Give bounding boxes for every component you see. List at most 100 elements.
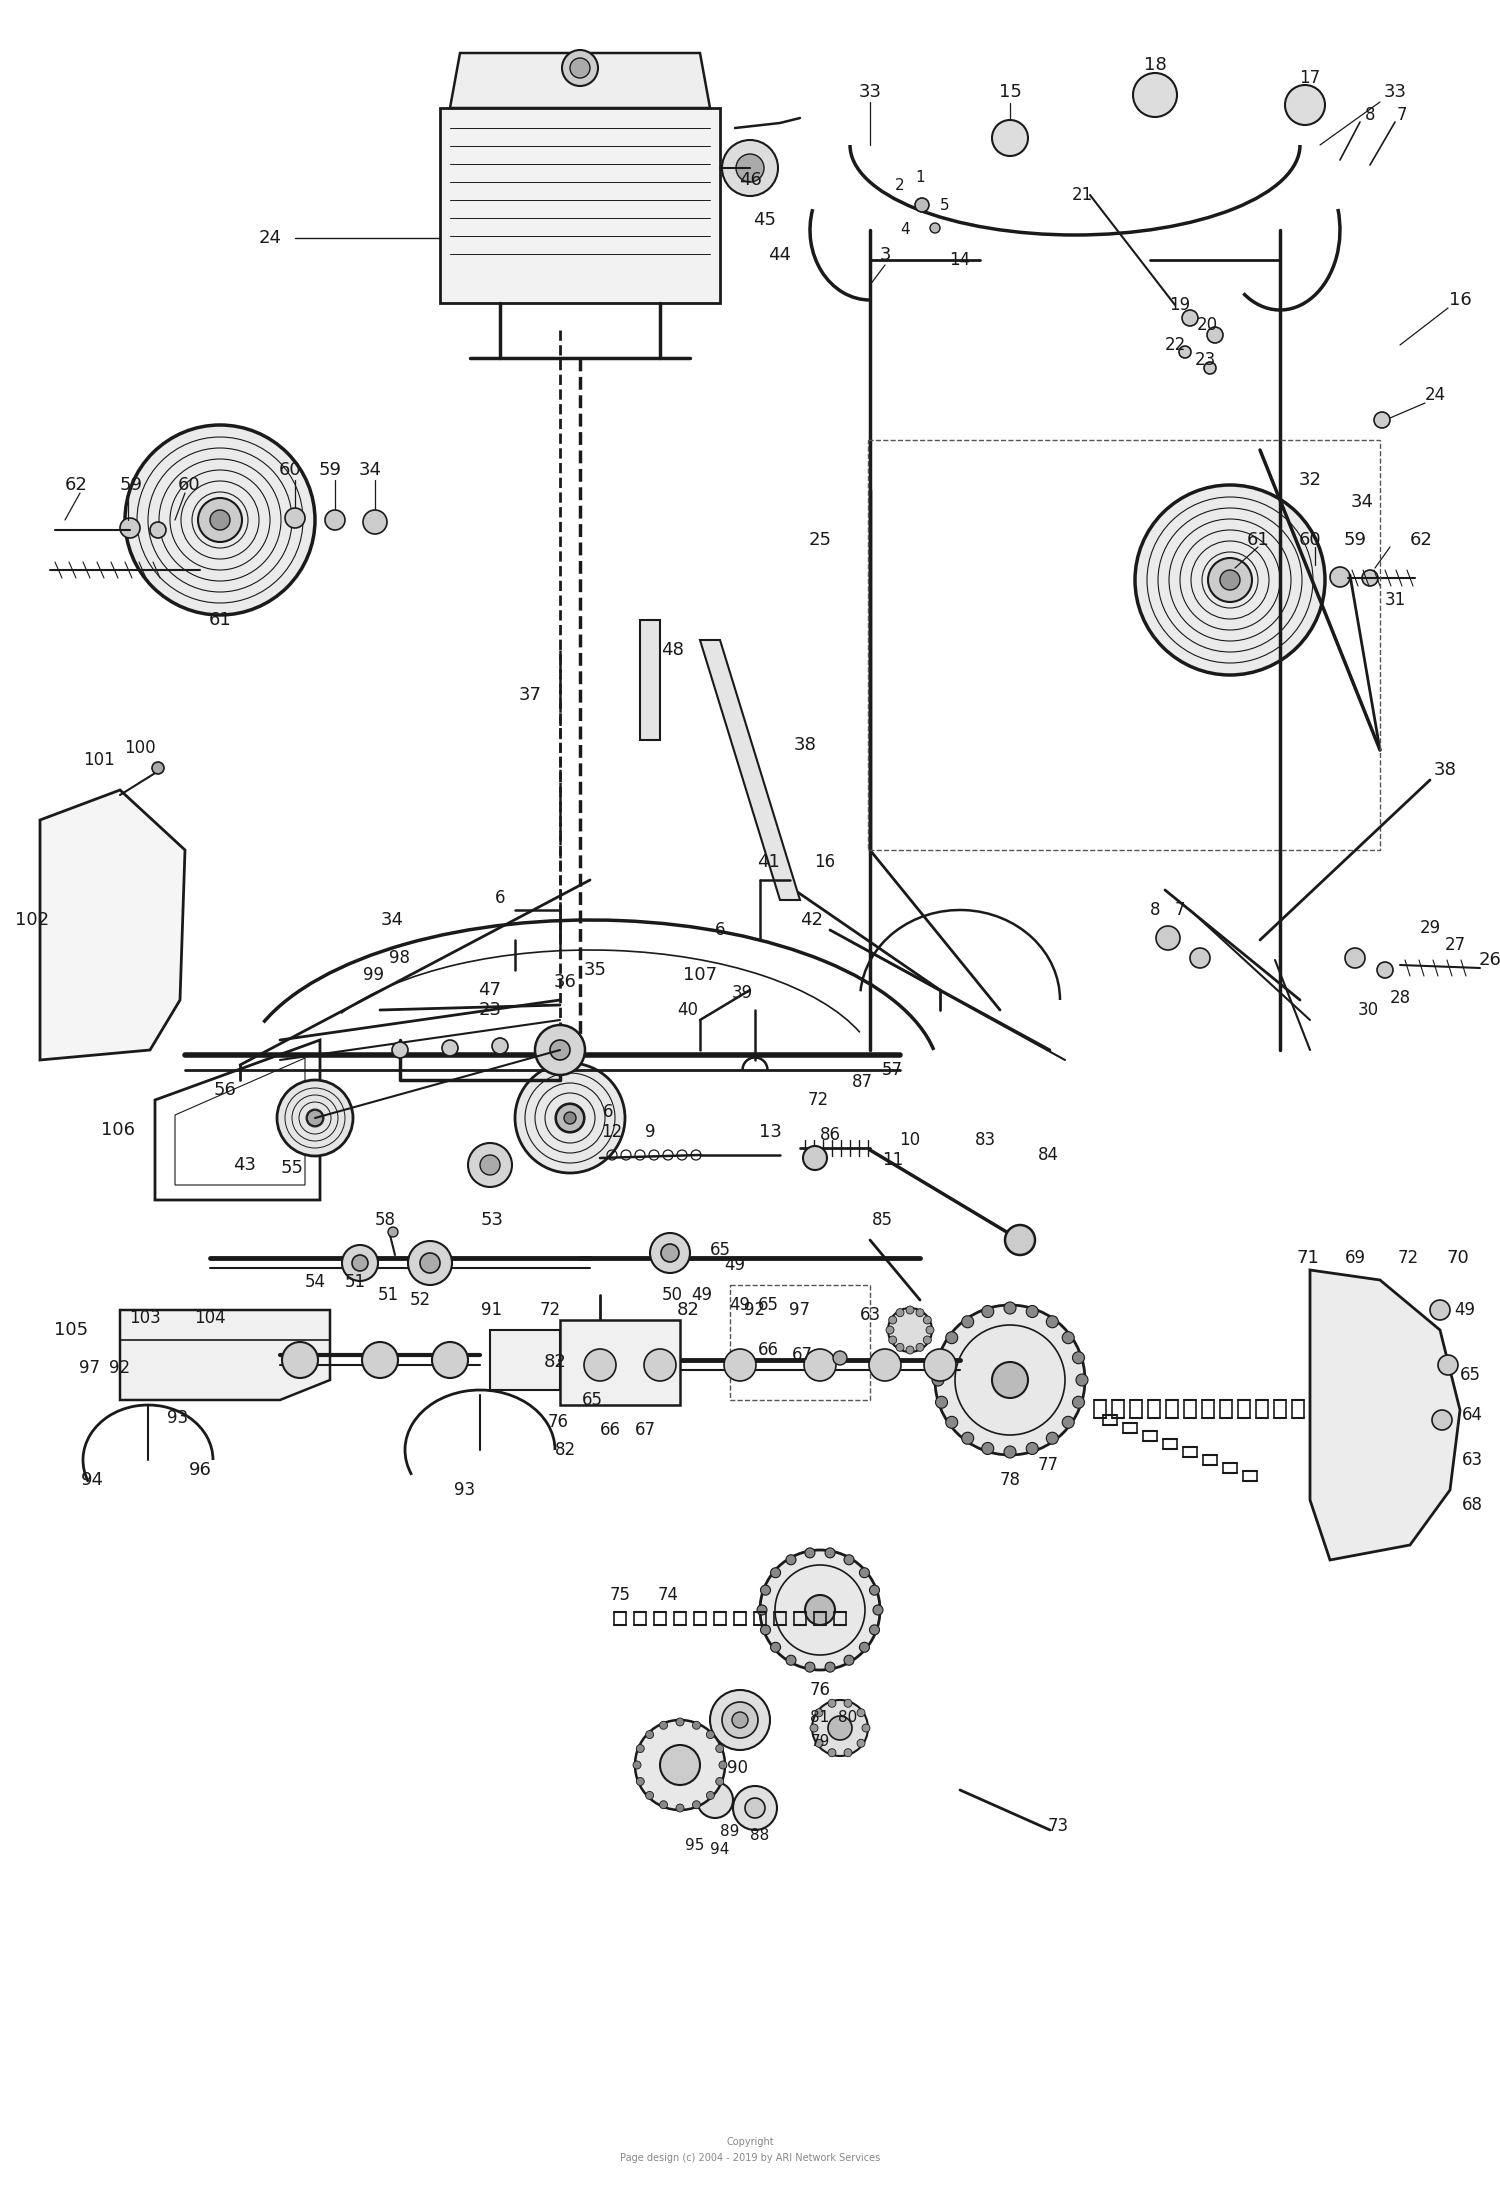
Text: 11: 11	[882, 1151, 903, 1169]
Text: 39: 39	[732, 985, 753, 1003]
Circle shape	[693, 1721, 700, 1729]
Text: 43: 43	[234, 1156, 256, 1173]
Text: 69: 69	[1344, 1250, 1365, 1267]
Text: 24: 24	[260, 230, 282, 247]
Circle shape	[844, 1554, 853, 1565]
Text: 37: 37	[519, 685, 542, 705]
Circle shape	[844, 1699, 852, 1707]
Circle shape	[786, 1655, 796, 1666]
Text: 49: 49	[692, 1285, 712, 1305]
Circle shape	[282, 1342, 318, 1379]
Circle shape	[210, 510, 230, 530]
Circle shape	[698, 1782, 734, 1819]
Circle shape	[870, 1624, 879, 1635]
Text: 49: 49	[724, 1256, 746, 1274]
Circle shape	[758, 1605, 766, 1615]
Text: 42: 42	[801, 911, 824, 928]
Text: 21: 21	[1071, 186, 1092, 204]
Circle shape	[828, 1699, 836, 1707]
Text: 94: 94	[711, 1843, 729, 1858]
Circle shape	[1377, 961, 1394, 978]
Circle shape	[645, 1791, 654, 1799]
Text: 64: 64	[1461, 1405, 1482, 1425]
Circle shape	[420, 1252, 440, 1274]
Text: 7: 7	[1174, 902, 1185, 919]
Text: 52: 52	[410, 1292, 430, 1309]
Circle shape	[906, 1307, 914, 1313]
Circle shape	[856, 1740, 865, 1747]
Circle shape	[946, 1416, 958, 1427]
Circle shape	[1374, 412, 1390, 429]
Text: 9: 9	[645, 1123, 656, 1140]
Circle shape	[1346, 948, 1365, 968]
Circle shape	[198, 499, 242, 543]
Text: 67: 67	[792, 1346, 813, 1364]
Text: 3: 3	[879, 245, 891, 265]
Text: 14: 14	[950, 252, 970, 269]
Text: 20: 20	[1197, 315, 1218, 335]
Circle shape	[492, 1038, 508, 1053]
Text: 82: 82	[555, 1440, 576, 1460]
Text: 73: 73	[1047, 1817, 1068, 1834]
Text: 18: 18	[1143, 57, 1167, 74]
Text: 56: 56	[213, 1081, 237, 1099]
Circle shape	[924, 1316, 932, 1324]
Text: 76: 76	[810, 1681, 831, 1699]
Text: 70: 70	[1446, 1250, 1470, 1267]
Circle shape	[916, 1344, 924, 1351]
Circle shape	[888, 1335, 897, 1344]
Text: 106: 106	[100, 1121, 135, 1138]
Circle shape	[1005, 1226, 1035, 1254]
Text: 105: 105	[54, 1320, 88, 1340]
Text: 24: 24	[1425, 385, 1446, 405]
Circle shape	[722, 1703, 758, 1738]
Text: 84: 84	[1038, 1147, 1059, 1165]
Circle shape	[1156, 926, 1180, 950]
Circle shape	[645, 1731, 654, 1738]
Circle shape	[660, 1802, 668, 1808]
Text: 35: 35	[584, 961, 606, 978]
Circle shape	[1072, 1397, 1084, 1408]
Circle shape	[706, 1791, 714, 1799]
Circle shape	[362, 1342, 398, 1379]
Circle shape	[1432, 1410, 1452, 1429]
Circle shape	[924, 1335, 932, 1344]
Text: 32: 32	[1299, 471, 1322, 488]
Circle shape	[650, 1232, 690, 1274]
Text: 62: 62	[64, 475, 88, 495]
Text: 89: 89	[720, 1823, 740, 1839]
Circle shape	[693, 1802, 700, 1808]
Text: 60: 60	[178, 475, 201, 495]
Circle shape	[1026, 1305, 1038, 1318]
Circle shape	[936, 1397, 948, 1408]
Circle shape	[915, 197, 928, 212]
Circle shape	[1208, 326, 1222, 344]
Polygon shape	[700, 639, 800, 900]
Text: 44: 44	[768, 245, 792, 265]
Circle shape	[734, 1786, 777, 1830]
Circle shape	[514, 1064, 625, 1173]
Circle shape	[870, 1585, 879, 1596]
Text: 10: 10	[900, 1132, 921, 1149]
Text: 92: 92	[744, 1300, 765, 1320]
Text: 6: 6	[603, 1103, 613, 1121]
Polygon shape	[640, 619, 660, 740]
Text: 79: 79	[810, 1734, 830, 1749]
Text: 6: 6	[714, 922, 726, 939]
Circle shape	[888, 1316, 897, 1324]
Circle shape	[442, 1040, 458, 1055]
Text: 40: 40	[678, 1000, 699, 1020]
Circle shape	[480, 1156, 500, 1175]
Circle shape	[815, 1740, 824, 1747]
Circle shape	[946, 1331, 958, 1344]
Circle shape	[806, 1661, 814, 1672]
Circle shape	[1182, 311, 1198, 326]
Circle shape	[786, 1554, 796, 1565]
Text: 36: 36	[554, 972, 576, 992]
Text: 60: 60	[1299, 532, 1322, 549]
Text: 104: 104	[194, 1309, 226, 1327]
Text: 45: 45	[753, 210, 777, 230]
Circle shape	[760, 1585, 771, 1596]
Circle shape	[1004, 1447, 1016, 1458]
Circle shape	[584, 1348, 616, 1381]
